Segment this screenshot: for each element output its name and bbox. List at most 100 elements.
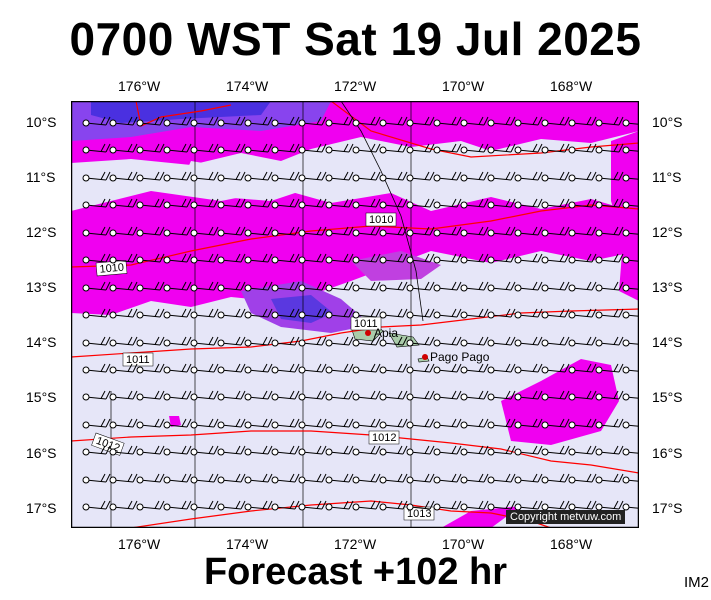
wind-barb: [163, 418, 192, 429]
wind-barb: [406, 198, 435, 209]
lat-label-left: 13°S: [26, 279, 57, 295]
wind-barb: [325, 363, 354, 374]
wind-barb: [379, 116, 408, 127]
wind-barb: [217, 253, 246, 264]
wind-barb: [568, 363, 597, 374]
wind-barb: [622, 366, 639, 374]
isobar-label: 1011: [122, 352, 154, 367]
wind-barb: [244, 198, 273, 209]
wind-barb: [541, 116, 570, 127]
wind-barb: [352, 198, 381, 209]
wind-barb: [541, 308, 570, 319]
wind-barb: [163, 445, 192, 456]
wind-barb: [325, 253, 354, 264]
wind-barb: [109, 281, 138, 292]
image-code: IM2: [683, 574, 709, 591]
lat-label-left: 16°S: [26, 445, 57, 461]
wind-barb: [163, 281, 192, 292]
lon-label-top: 170°W: [442, 78, 485, 94]
map-title: 0700 WST Sat 19 Jul 2025: [69, 13, 642, 65]
weather-map: 1010 1010 1011 1011 1012 1012: [71, 101, 639, 528]
wind-barb: [136, 226, 165, 237]
isobar-label: 1010: [365, 212, 397, 227]
wind-barb: [487, 253, 516, 264]
wind-barb: [514, 445, 543, 456]
wind-barb: [244, 363, 273, 374]
wind-barb: [82, 198, 111, 209]
wind-barb: [82, 390, 111, 401]
wind-barb: [487, 226, 516, 237]
wind-barb: [568, 198, 597, 209]
wind-barb: [271, 116, 300, 127]
forecast-label: Forecast +102 hr: [203, 551, 508, 593]
wind-barb: [379, 253, 408, 264]
wind-barb: [379, 336, 408, 347]
wind-barb: [541, 363, 570, 374]
wind-barb: [595, 198, 624, 209]
wind-barb: [217, 390, 246, 401]
wind-barb: [217, 198, 246, 209]
wind-barb: [406, 308, 435, 319]
wind-barb: [136, 143, 165, 154]
wind-barb: [460, 418, 489, 429]
wind-barb: [217, 226, 246, 237]
lat-label-right: 16°S: [652, 445, 683, 461]
wind-barb: [433, 253, 462, 264]
wind-barb: [109, 226, 138, 237]
wind-barb: [487, 445, 516, 456]
wind-barb: [217, 308, 246, 319]
wind-barb: [298, 336, 327, 347]
wind-barb: [298, 253, 327, 264]
wind-barb: [190, 445, 219, 456]
wind-barb: [622, 256, 639, 264]
wind-barb: [568, 116, 597, 127]
wind-barb: [433, 363, 462, 374]
magenta-band-central: [71, 189, 639, 315]
wind-barb: [163, 500, 192, 511]
wind-barb: [352, 143, 381, 154]
wind-barb: [217, 171, 246, 182]
lat-label-right: 10°S: [652, 114, 683, 130]
wind-barb: [298, 363, 327, 374]
wind-barb: [568, 143, 597, 154]
wind-barb: [487, 116, 516, 127]
wind-barb: [298, 226, 327, 237]
wind-barb: [244, 116, 273, 127]
wind-barb: [325, 473, 354, 484]
wind-barb: [595, 418, 624, 429]
lat-label-right: 17°S: [652, 500, 683, 516]
svg-text:1013: 1013: [407, 508, 431, 520]
wind-barb: [595, 445, 624, 456]
wind-barb: [352, 308, 381, 319]
wind-barb: [595, 253, 624, 264]
wind-barb: [433, 418, 462, 429]
wind-barb: [325, 198, 354, 209]
lon-label-top: 168°W: [550, 78, 593, 94]
lon-label-bottom: 170°W: [442, 536, 485, 552]
wind-barb: [217, 116, 246, 127]
wind-barb: [352, 281, 381, 292]
svg-text:1011: 1011: [126, 354, 150, 366]
wind-barb: [352, 253, 381, 264]
wind-barb: [163, 198, 192, 209]
copyright-label: Copyright metvuw.com: [506, 510, 626, 524]
lat-label-right: 15°S: [652, 389, 683, 405]
wind-barb: [487, 143, 516, 154]
wind-barb: [379, 500, 408, 511]
wind-barb: [541, 198, 570, 209]
wind-barb: [271, 226, 300, 237]
wind-barb: [136, 281, 165, 292]
wind-barb: [622, 229, 639, 237]
wind-barb: [568, 226, 597, 237]
wind-barb: [622, 174, 639, 182]
wind-barb: [298, 473, 327, 484]
lon-label-bottom: 168°W: [550, 536, 593, 552]
wind-barb: [82, 445, 111, 456]
wind-barb: [406, 445, 435, 456]
lon-label-top: 174°W: [226, 78, 269, 94]
wind-barb: [244, 226, 273, 237]
lat-label-right: 13°S: [652, 279, 683, 295]
lavender-patch-a: [181, 161, 301, 201]
wind-barb: [271, 253, 300, 264]
wind-barb: [244, 418, 273, 429]
